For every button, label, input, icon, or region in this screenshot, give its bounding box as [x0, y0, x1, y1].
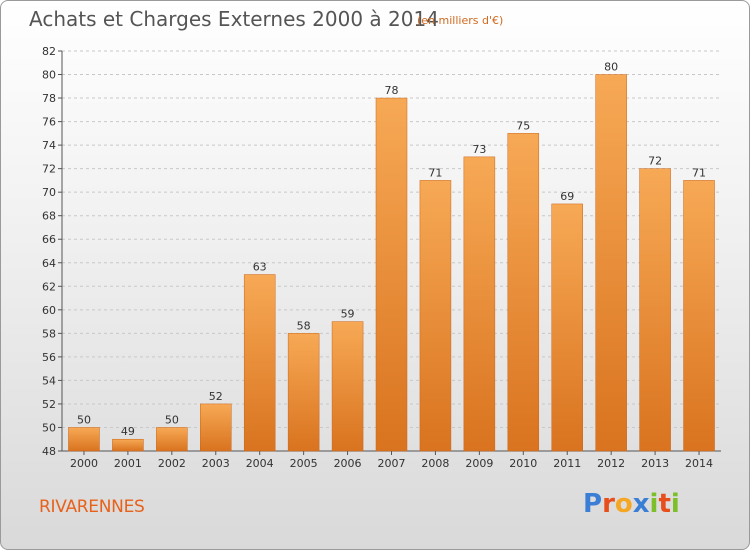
- y-tick-label: 82: [42, 45, 56, 58]
- x-tick-label: 2007: [378, 457, 406, 470]
- x-tick-label: 2011: [553, 457, 581, 470]
- x-tick-label: 2012: [597, 457, 625, 470]
- bar: [419, 180, 452, 452]
- y-tick-label: 56: [42, 351, 56, 364]
- x-tick-label: 2005: [290, 457, 318, 470]
- y-tick-labels: 48 50 52 54 56 58 60 62 64 66 68 70 72 74 76 78 80 82: [42, 45, 56, 458]
- logo-letter: r: [602, 489, 615, 519]
- bar: [112, 438, 144, 452]
- bar: [331, 321, 364, 452]
- logo-letter: P: [583, 489, 603, 519]
- data-label: 52: [209, 390, 223, 403]
- data-label: 73: [472, 143, 486, 156]
- data-label: 78: [385, 84, 399, 97]
- y-tick-label: 66: [42, 233, 56, 246]
- x-tick-label: 2000: [70, 457, 98, 470]
- bar: [507, 133, 540, 452]
- logo-letter: x: [632, 489, 650, 519]
- bar: [683, 180, 715, 452]
- y-tick-label: 76: [42, 116, 56, 129]
- bar: [200, 403, 232, 452]
- bar: [375, 97, 408, 452]
- y-tick-label: 60: [42, 304, 56, 317]
- logo-letter: t: [658, 489, 671, 519]
- y-tick-label: 78: [42, 92, 56, 105]
- data-label: 75: [516, 119, 530, 132]
- x-tick-label: 2006: [334, 457, 362, 470]
- bar: [551, 203, 583, 452]
- y-tick-label: 52: [42, 398, 56, 411]
- y-tick-label: 70: [42, 186, 56, 199]
- data-label: 59: [341, 308, 355, 321]
- grid-lines: [62, 50, 721, 428]
- proxiti-logo[interactable]: Proxiti: [583, 489, 680, 519]
- y-tick-label: 74: [42, 139, 56, 152]
- chart-subtitle: (en milliers d'€): [417, 14, 504, 27]
- bars: [68, 74, 715, 452]
- bar: [156, 427, 188, 452]
- data-label: 69: [560, 190, 574, 203]
- bar: [639, 168, 671, 452]
- x-tick-labels: 2000 2001 2002 2003 2004 2005 2006 2007 2008 2009…: [70, 457, 713, 470]
- data-label: 71: [428, 166, 442, 179]
- y-tick-label: 54: [42, 374, 56, 387]
- data-label: 71: [692, 166, 706, 179]
- data-label: 50: [77, 413, 91, 426]
- y-tick-label: 62: [42, 280, 56, 293]
- data-label: 63: [253, 261, 267, 274]
- y-tick-label: 50: [42, 421, 56, 434]
- y-tick-label: 58: [42, 327, 56, 340]
- y-tick-label: 68: [42, 210, 56, 223]
- x-tick-label: 2010: [509, 457, 537, 470]
- x-tick-label: 2009: [465, 457, 493, 470]
- y-tick-label: 48: [42, 445, 56, 458]
- bar: [463, 156, 496, 452]
- y-tick-label: 64: [42, 257, 56, 270]
- x-tick-label: 2014: [685, 457, 713, 470]
- data-label: 80: [604, 61, 618, 74]
- x-tick-label: 2013: [641, 457, 669, 470]
- commune-name: RIVARENNES: [39, 497, 145, 517]
- data-label: 49: [121, 425, 135, 438]
- data-label: 50: [165, 413, 179, 426]
- bar: [68, 427, 100, 452]
- bar: [243, 274, 276, 452]
- logo-letter: o: [614, 489, 633, 519]
- bar: [595, 74, 627, 452]
- x-tick-label: 2008: [421, 457, 449, 470]
- x-tick-label: 2002: [158, 457, 186, 470]
- logo-letter: i: [649, 489, 659, 519]
- x-tick-label: 2003: [202, 457, 230, 470]
- x-tick-label: 2001: [114, 457, 142, 470]
- x-tick-label: 2004: [246, 457, 274, 470]
- y-tick-label: 72: [42, 163, 56, 176]
- data-label: 72: [648, 155, 662, 168]
- bar: [287, 333, 320, 452]
- data-label: 58: [297, 319, 311, 332]
- chart-title: Achats et Charges Externes 2000 à 2014: [29, 7, 439, 31]
- data-labels: 50 49 50 52 63 58 59 78 71 73 75 69 80 72 71: [77, 61, 706, 439]
- y-tick-label: 80: [42, 69, 56, 82]
- logo-letter: i: [670, 489, 680, 519]
